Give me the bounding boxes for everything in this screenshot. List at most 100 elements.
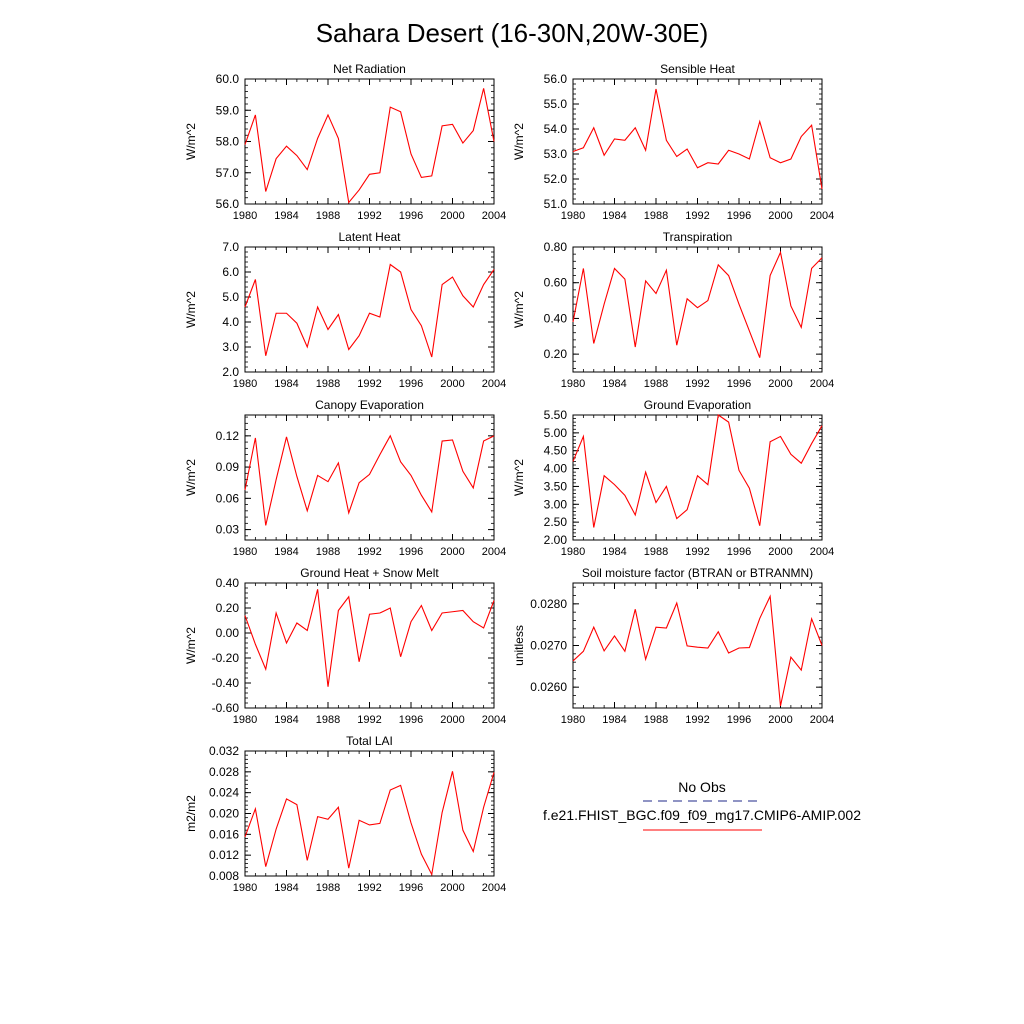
panels: Net Radiation W/m^2 1980 1984 1988 1992 1996 20… [184, 62, 834, 894]
x-tick-label: 2000 [768, 546, 792, 558]
panel-title: Transpiration [663, 230, 733, 244]
y-tick-label: 55.0 [544, 97, 568, 111]
series-line [244, 589, 495, 687]
y-tick-label: 58.0 [216, 135, 240, 149]
y-tick-label: 5.0 [222, 290, 239, 304]
y-tick-label: 5.00 [544, 426, 568, 440]
x-tick-label: 2004 [482, 546, 506, 558]
x-tick-label: 1996 [727, 378, 751, 390]
y-axis-label: m2/m2 [184, 795, 198, 832]
series-line [244, 88, 495, 204]
x-tick-label: 2004 [810, 378, 834, 390]
figure-title: Sahara Desert (16-30N,20W-30E) [316, 18, 709, 48]
y-tick-label: 0.008 [209, 869, 239, 883]
series-line [244, 771, 495, 877]
plot-frame [572, 78, 823, 205]
y-tick-label: 0.80 [544, 240, 568, 254]
y-tick-label: -0.60 [212, 701, 240, 715]
plot-frame [572, 582, 823, 709]
plot-frame [244, 78, 495, 205]
panel-title: Sensible Heat [660, 62, 735, 76]
x-tick-label: 2000 [440, 210, 464, 222]
y-tick-label: -0.20 [212, 651, 240, 665]
x-tick-label: 2000 [768, 210, 792, 222]
y-tick-label: 56.0 [216, 197, 240, 211]
panel-4: Transpiration W/m^2 1980 1984 1988 1992 1996 20… [512, 230, 834, 390]
x-tick-label: 2004 [810, 546, 834, 558]
panel-2: Sensible Heat W/m^2 1980 1984 1988 1992 1996 20… [512, 62, 834, 222]
x-tick-label: 1992 [357, 714, 381, 726]
y-axis-label: W/m^2 [512, 123, 526, 160]
x-tick-label: 1984 [274, 378, 298, 390]
y-tick-label: 7.0 [222, 240, 239, 254]
y-tick-label: 0.40 [216, 576, 240, 590]
y-tick-label: 0.60 [544, 276, 568, 290]
panel-8: Soil moisture factor (BTRAN or BTRANMN) u… [512, 566, 834, 726]
y-tick-label: 60.0 [216, 72, 240, 86]
plot-frame [572, 246, 823, 373]
x-tick-label: 1984 [274, 546, 298, 558]
x-tick-label: 1992 [357, 882, 381, 894]
y-tick-label: 0.03 [216, 523, 240, 537]
x-tick-label: 2004 [482, 378, 506, 390]
x-tick-label: 1992 [357, 546, 381, 558]
x-tick-label: 1988 [644, 378, 668, 390]
x-tick-label: 1984 [274, 210, 298, 222]
series-line [244, 263, 495, 358]
y-axis-label: unitless [512, 625, 526, 666]
y-tick-label: 0.0270 [530, 639, 567, 653]
y-tick-label: 4.50 [544, 444, 568, 458]
y-tick-label: 0.20 [544, 347, 568, 361]
series-line [572, 250, 823, 358]
x-tick-label: 1988 [316, 210, 340, 222]
panel-3: Latent Heat W/m^2 1980 1984 1988 1992 1996 2000… [184, 230, 506, 390]
x-tick-label: 1996 [399, 378, 423, 390]
y-tick-label: 5.50 [544, 408, 568, 422]
series-line [572, 594, 823, 707]
x-tick-label: 2004 [810, 714, 834, 726]
plot-frame [244, 246, 495, 373]
x-tick-label: 1988 [316, 378, 340, 390]
y-tick-label: 53.0 [544, 147, 568, 161]
y-tick-label: 3.00 [544, 497, 568, 511]
x-tick-label: 1996 [399, 546, 423, 558]
x-tick-label: 1996 [399, 882, 423, 894]
panel-title: Canopy Evaporation [315, 398, 424, 412]
y-tick-label: 6.0 [222, 265, 239, 279]
y-tick-label: 3.50 [544, 479, 568, 493]
x-tick-label: 1980 [233, 546, 257, 558]
x-tick-label: 1996 [727, 546, 751, 558]
x-tick-label: 1980 [233, 210, 257, 222]
legend: No Obs f.e21.FHIST_BGC.f09_f09_mg17.CMIP… [543, 779, 861, 831]
panel-title: Net Radiation [333, 62, 406, 76]
y-tick-label: -0.40 [212, 676, 240, 690]
y-axis-label: W/m^2 [184, 291, 198, 328]
y-tick-label: 4.0 [222, 315, 239, 329]
y-tick-label: 0.09 [216, 460, 240, 474]
y-tick-label: 2.00 [544, 533, 568, 547]
panel-title: Ground Heat + Snow Melt [300, 566, 439, 580]
x-tick-label: 1980 [233, 378, 257, 390]
series-line [572, 414, 823, 528]
x-tick-label: 2004 [810, 210, 834, 222]
y-tick-label: 51.0 [544, 197, 568, 211]
x-tick-label: 2000 [440, 882, 464, 894]
x-tick-label: 1984 [602, 546, 626, 558]
y-tick-label: 0.06 [216, 491, 240, 505]
x-tick-label: 1988 [316, 546, 340, 558]
x-tick-label: 1988 [644, 210, 668, 222]
y-tick-label: 2.50 [544, 515, 568, 529]
y-tick-label: 2.0 [222, 365, 239, 379]
x-tick-label: 1980 [561, 378, 585, 390]
panel-5: Canopy Evaporation W/m^2 1980 1984 1988 1992 1… [184, 398, 506, 558]
x-tick-label: 2000 [440, 714, 464, 726]
y-tick-label: 0.020 [209, 807, 239, 821]
x-tick-label: 1988 [644, 714, 668, 726]
x-tick-label: 1992 [685, 714, 709, 726]
series-line [572, 88, 823, 190]
y-tick-label: 52.0 [544, 172, 568, 186]
x-tick-label: 1988 [316, 714, 340, 726]
plot-frame [244, 750, 495, 877]
x-tick-label: 1996 [399, 714, 423, 726]
